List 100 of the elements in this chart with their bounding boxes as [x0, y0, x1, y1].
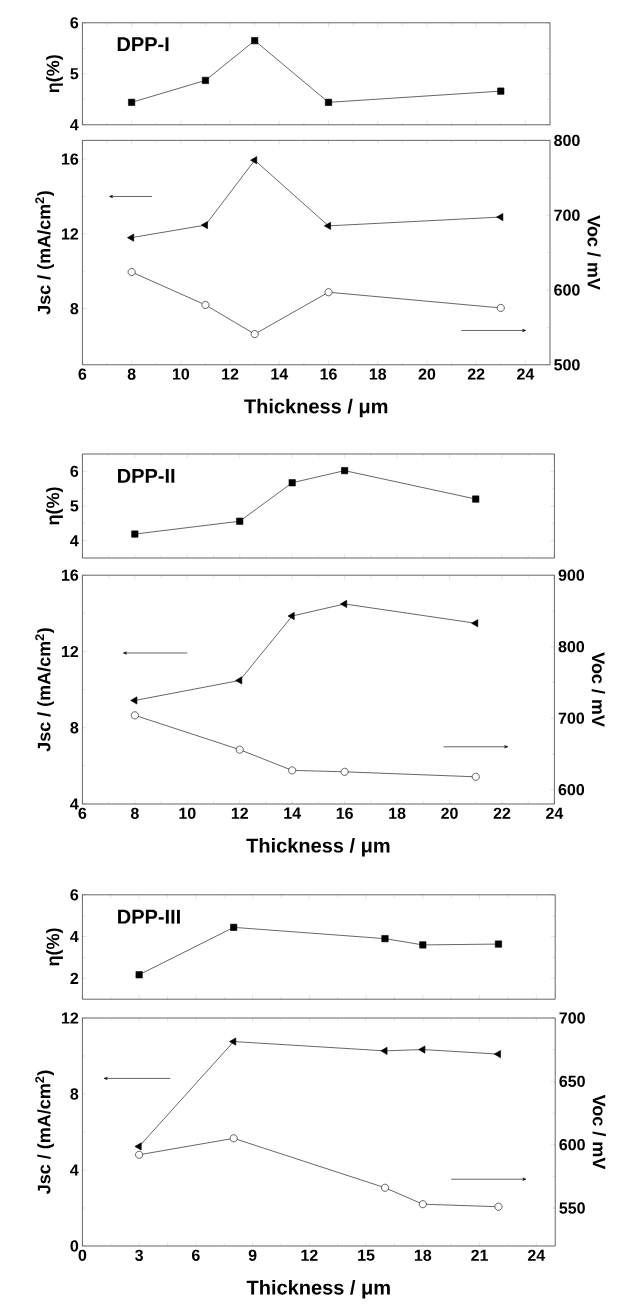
point [381, 935, 389, 943]
y-axis-title: η(%) [46, 487, 63, 525]
point [288, 479, 296, 487]
x-tick-label: 20 [441, 807, 458, 819]
point [471, 619, 479, 628]
point [380, 1046, 388, 1055]
y-axis-title: η(%) [46, 55, 63, 93]
point [419, 941, 427, 949]
y-tick-label: 4 [70, 931, 79, 943]
x-tick-label: 21 [471, 1249, 488, 1261]
point [229, 1037, 237, 1046]
x-tick-label: 9 [248, 1249, 257, 1261]
point [341, 467, 349, 475]
x-tick-label: 18 [389, 807, 406, 819]
y2-tick-label: 800 [554, 134, 580, 147]
point [235, 676, 243, 685]
y-axis-title: Jsc / (mA/cm$^{2}$) [35, 191, 54, 315]
point [418, 1200, 427, 1209]
x-tick-label: 22 [493, 807, 511, 819]
point [230, 923, 238, 931]
point [131, 530, 139, 538]
y2-tick-label: 600 [554, 284, 580, 296]
point [201, 301, 210, 309]
point [134, 1142, 142, 1151]
y2-tick-label: 500 [554, 359, 580, 371]
y-tick-label: 8 [70, 1088, 79, 1100]
point [229, 1134, 238, 1143]
y2-tick-label: 900 [558, 569, 585, 581]
x-axis-title: Thickness / μm [246, 1279, 390, 1299]
x-tick-label: 12 [301, 1249, 318, 1261]
text: DPP-III [118, 909, 180, 924]
x-tick-label: 20 [418, 368, 436, 380]
x-axis-title: Thickness / μm [246, 837, 390, 857]
y-tick-label: 4 [70, 535, 79, 547]
y-tick-label: 12 [61, 645, 79, 658]
point [340, 767, 349, 776]
y-tick-label: 5 [70, 500, 79, 512]
point [496, 213, 504, 221]
x-tick-label: 16 [336, 807, 353, 819]
text: DPP-I [117, 37, 169, 52]
point [236, 517, 244, 525]
point [381, 1183, 389, 1192]
y-axis-title: Jsc / (mA/cm$^{2}$) [35, 628, 54, 752]
point [324, 288, 333, 297]
point [494, 1202, 503, 1211]
y2-tick-label: 650 [559, 1075, 585, 1087]
x-tick-label: 22 [467, 368, 485, 380]
point [130, 711, 139, 720]
x-tick-label: 12 [231, 807, 248, 819]
x-tick-label: 24 [527, 1249, 546, 1261]
y-tick-label: 4 [70, 798, 79, 810]
x-tick-label: 6 [78, 368, 87, 380]
y-tick-label: 6 [70, 889, 79, 901]
y2-tick-label: 600 [558, 784, 585, 796]
y-tick-label: 5 [70, 68, 79, 80]
x-tick-label: 18 [369, 368, 387, 380]
point [497, 87, 505, 95]
y2-tick-label: 700 [559, 1012, 585, 1024]
x-axis-title: Thickness / μm [244, 398, 388, 418]
y-axis-title: η(%) [46, 928, 63, 966]
x-tick-label: 14 [271, 368, 289, 380]
point [340, 600, 348, 608]
y-tick-label: 16 [61, 569, 79, 581]
text: DPP-II [118, 468, 175, 483]
point [493, 1050, 501, 1059]
x-tick-label: 24 [517, 368, 535, 380]
point [325, 98, 333, 106]
point [472, 495, 480, 503]
x-tick-label: 6 [78, 807, 87, 819]
point [288, 766, 297, 775]
point [494, 940, 502, 948]
y-tick-label: 6 [70, 17, 79, 29]
y-tick-label: 0 [70, 1240, 79, 1252]
point [251, 37, 259, 45]
y2-tick-label: 600 [559, 1139, 585, 1151]
y-tick-label: 6 [70, 465, 79, 477]
y-tick-label: 16 [61, 153, 79, 165]
x-tick-label: 16 [320, 368, 337, 380]
y2-tick-label: 700 [558, 712, 585, 724]
x-tick-label: 8 [130, 807, 139, 819]
y-tick-label: 2 [70, 972, 79, 984]
x-tick-label: 10 [172, 368, 190, 380]
x-tick-label: 12 [222, 368, 239, 380]
point [200, 221, 208, 230]
point [250, 330, 259, 339]
point [128, 98, 136, 106]
point [324, 221, 331, 230]
x-tick-label: 24 [546, 807, 564, 819]
point [471, 772, 480, 781]
point [127, 233, 135, 242]
y-tick-label: 8 [70, 722, 79, 734]
y-tick-label: 12 [61, 228, 79, 240]
x-tick-label: 15 [358, 1249, 375, 1261]
x-tick-label: 18 [414, 1249, 432, 1261]
y-tick-label: 4 [70, 119, 79, 131]
y2-tick-label: 800 [558, 641, 585, 653]
y-axis-title: Jsc / (mA/cm$^{2}$) [35, 1070, 54, 1195]
point [496, 304, 505, 312]
point [127, 268, 136, 276]
point [418, 1045, 426, 1054]
